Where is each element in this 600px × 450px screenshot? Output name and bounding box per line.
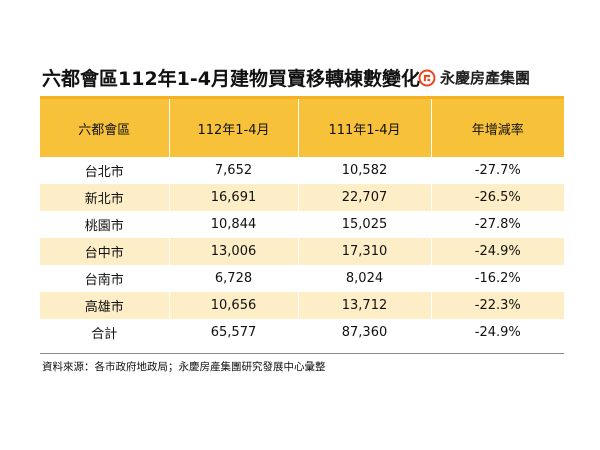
table-row: 高雄市 10,656 13,712 -22.3% (40, 292, 564, 319)
cell-111: 22,707 (298, 184, 432, 211)
cell-111: 87,360 (298, 319, 432, 345)
header-change-rate: 年增減率 (431, 99, 564, 157)
cell-112: 6,728 (169, 265, 299, 292)
table-row: 台中市 13,006 17,310 -24.9% (40, 238, 564, 265)
cell-region: 桃園市 (40, 211, 170, 238)
cell-change: -26.5% (431, 184, 564, 211)
cell-change: -27.8% (474, 217, 521, 232)
cell-region: 高雄市 (40, 292, 170, 319)
table-header-row: 六都會區 112年1-4月 111年1-4月 年增減率 (40, 99, 564, 157)
source-note: 資料來源：各市政府地政局；永慶房產集團研究發展中心彙整 (42, 361, 326, 373)
cell-change: -22.3% (431, 292, 564, 319)
cell-change: -27.7% (474, 163, 521, 178)
header-111: 111年1-4月 (298, 99, 432, 157)
table-row: 桃園市 10,844 15,025 -27.8% (40, 211, 564, 238)
cell-change: -24.9% (431, 238, 564, 265)
table-row: 台南市 6,728 8,024 -16.2% (40, 265, 564, 292)
transfer-table: 六都會區 112年1-4月 111年1-4月 年增減率 台北市 7,652 10… (40, 99, 564, 345)
footer-rule (40, 353, 564, 354)
yungching-logo-icon (418, 69, 436, 86)
cell-change: -16.2% (474, 271, 521, 286)
cell-112: 7,652 (169, 157, 299, 184)
table-row: 台北市 7,652 10,582 -27.7% (40, 157, 564, 184)
table-total-row: 合計 65,577 87,360 -24.9% (40, 319, 564, 345)
cell-111: 13,712 (298, 292, 432, 319)
header-rule (40, 96, 564, 99)
brand-logo: 永慶房產集團 (418, 67, 530, 88)
cell-112: 13,006 (169, 238, 299, 265)
table-row: 新北市 16,691 22,707 -26.5% (40, 184, 564, 211)
cell-region: 台中市 (40, 238, 170, 265)
cell-112: 10,844 (169, 211, 299, 238)
cell-111: 10,582 (298, 157, 432, 184)
header-112: 112年1-4月 (169, 99, 299, 157)
cell-region: 台北市 (40, 157, 170, 184)
cell-112: 16,691 (169, 184, 299, 211)
brand-name: 永慶房產集團 (440, 69, 531, 87)
cell-region: 合計 (40, 319, 170, 345)
cell-region: 新北市 (40, 184, 170, 211)
cell-change: -24.9% (431, 319, 564, 345)
cell-112: 65,577 (169, 319, 299, 345)
cell-111: 8,024 (298, 265, 432, 292)
cell-region: 台南市 (40, 265, 170, 292)
cell-112: 10,656 (169, 292, 299, 319)
page-title: 六都會區112年1-4月建物買賣移轉棟數變化 (42, 68, 420, 90)
cell-111: 15,025 (298, 211, 432, 238)
header-region: 六都會區 (40, 99, 170, 157)
cell-111: 17,310 (298, 238, 432, 265)
